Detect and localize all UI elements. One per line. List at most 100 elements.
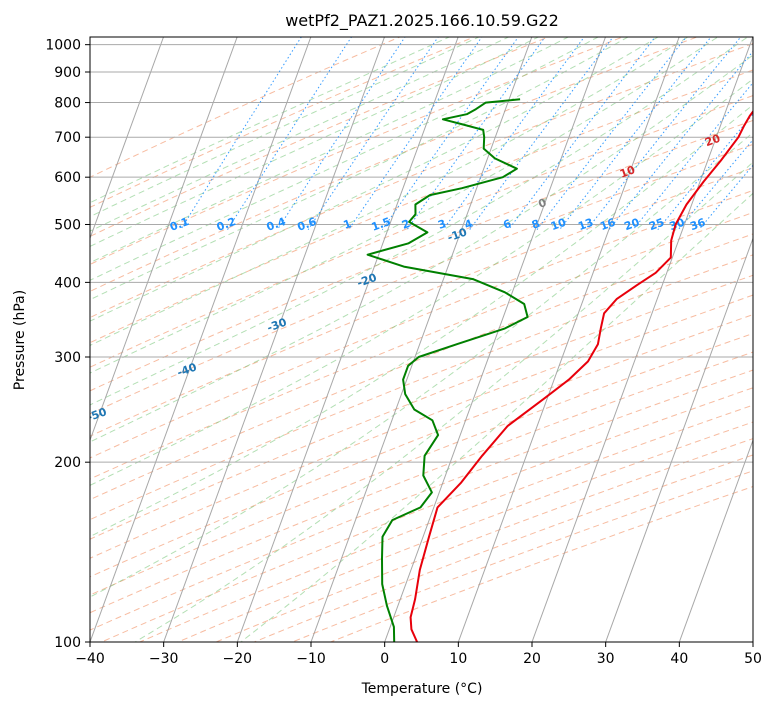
mixing-ratio-label: 25 — [647, 216, 666, 233]
isotherm-label: 0 — [537, 196, 549, 211]
dry-adiabat — [90, 37, 401, 178]
isotherm-line — [90, 37, 165, 240]
chart-title: wetPf2_PAZ1.2025.166.10.59.G22 — [285, 11, 559, 31]
y-tick-label: 1000 — [45, 38, 81, 54]
mixing-ratio-line — [381, 37, 519, 230]
mixing-ratio-label: 13 — [576, 216, 595, 233]
y-tick-label: 600 — [54, 170, 81, 186]
moist-adiabat — [90, 37, 540, 247]
mixing-ratio-line — [227, 37, 353, 230]
dry-adiabat — [90, 37, 699, 292]
dry-adiabat — [138, 404, 753, 642]
dry-adiabat — [90, 95, 753, 368]
dry-adiabat — [90, 369, 753, 631]
mixing-ratio-label: 2 — [400, 217, 412, 232]
dry-adiabat — [100, 387, 753, 642]
dry-adiabat — [291, 470, 753, 642]
x-tick-label: −20 — [223, 651, 253, 667]
isotherm-line — [310, 37, 533, 642]
dry-adiabat — [90, 69, 753, 344]
mixing-ratio-line — [442, 37, 585, 230]
dry-adiabat — [90, 37, 625, 266]
mixing-ratio-label: 30 — [668, 216, 687, 234]
x-tick-label: 20 — [523, 651, 541, 667]
isotherm-line — [605, 236, 753, 642]
axis-layer: −40 −30 −20 −10 0 10 20 30 40 5010020030040050060… — [45, 38, 762, 667]
x-tick-label: 50 — [744, 651, 762, 667]
y-tick-label: 200 — [54, 455, 81, 471]
dry-adiabat — [90, 211, 753, 480]
moist-adiabat — [90, 37, 719, 374]
isotherm-label: 20 — [703, 132, 722, 150]
moist-adiabat — [240, 192, 753, 642]
x-tick-label: 10 — [449, 651, 467, 667]
isotherm-line — [236, 37, 459, 642]
temperature-profile-line — [409, 109, 753, 642]
moist-adiabat — [90, 37, 749, 406]
x-tick-label: 0 — [380, 651, 389, 667]
isotherm-label: -30 — [265, 316, 288, 335]
mixing-ratio-line — [559, 37, 712, 231]
mixing-ratio-line — [348, 37, 483, 230]
mixing-ratio-label: 1.5 — [370, 215, 393, 234]
y-tick-label: 500 — [54, 217, 81, 233]
mixing-ratio-label: 0.4 — [265, 215, 288, 234]
dry-adiabat — [90, 274, 753, 540]
isotherm-line — [457, 37, 680, 642]
moist-adiabat — [90, 37, 600, 281]
y-tick-label: 100 — [54, 635, 81, 651]
moist-adiabat — [90, 104, 753, 538]
x-tick-label: −30 — [149, 651, 179, 667]
isotherm-label: -50 — [85, 405, 108, 424]
mixing-ratio-label: 10 — [549, 216, 568, 234]
dry-adiabat — [90, 294, 753, 559]
mixing-ratio-line — [586, 37, 742, 231]
moist-adiabat — [90, 132, 753, 598]
mixing-ratio-label: 8 — [530, 217, 542, 232]
x-tick-label: 40 — [670, 651, 688, 667]
isopleth-label-layer: -100-90-80-70-60-50-40-30-20-10010203040… — [0, 132, 722, 469]
moist-adiabat — [90, 37, 629, 301]
mixing-ratio-line — [698, 164, 753, 231]
dry-adiabat — [252, 454, 753, 642]
y-tick-label: 400 — [54, 275, 81, 291]
moist-adiabat — [90, 54, 753, 443]
mixing-ratio-label: 3 — [436, 217, 448, 232]
mixing-ratio-label: 36 — [688, 216, 707, 234]
y-axis-label: Pressure (hPa) — [12, 290, 28, 390]
dewpoint-profile-line — [366, 98, 529, 642]
dry-adiabat — [90, 119, 753, 392]
mixing-ratio-line — [657, 113, 753, 231]
isotherm-label: 10 — [618, 163, 637, 181]
x-tick-label: 30 — [597, 651, 615, 667]
mixing-ratio-line — [406, 37, 546, 230]
moist-adiabat — [90, 37, 570, 264]
mixing-ratio-line — [632, 81, 753, 231]
dry-adiabat — [90, 314, 753, 578]
dry-adiabat — [329, 485, 753, 642]
dry-adiabat — [90, 351, 753, 614]
mixing-ratio-line — [677, 138, 753, 231]
mixing-ratio-line — [180, 37, 302, 230]
moist-adiabat — [134, 161, 753, 642]
dry-adiabat — [90, 43, 753, 319]
isotherm-label: -60 — [0, 450, 19, 469]
mixing-ratio-line — [276, 37, 406, 230]
x-tick-label: −10 — [296, 651, 326, 667]
y-tick-label: 900 — [54, 65, 81, 81]
moist-adiabat — [90, 37, 659, 322]
mixing-ratio-label: 0.6 — [296, 215, 319, 234]
series-layer — [366, 98, 753, 642]
mixing-ratio-label: 0.2 — [215, 215, 238, 234]
moist-adiabat — [90, 37, 689, 346]
moist-adiabat — [90, 78, 753, 486]
moist-adiabat — [90, 37, 480, 218]
isotherm-line — [163, 37, 386, 642]
mixing-ratio-label: 1 — [342, 217, 354, 232]
x-axis-label: Temperature (°C) — [361, 681, 483, 697]
dry-adiabat — [90, 254, 753, 521]
moist-adiabat — [90, 37, 510, 232]
mixing-ratio-line — [508, 37, 656, 230]
mixing-ratio-line — [469, 37, 614, 230]
